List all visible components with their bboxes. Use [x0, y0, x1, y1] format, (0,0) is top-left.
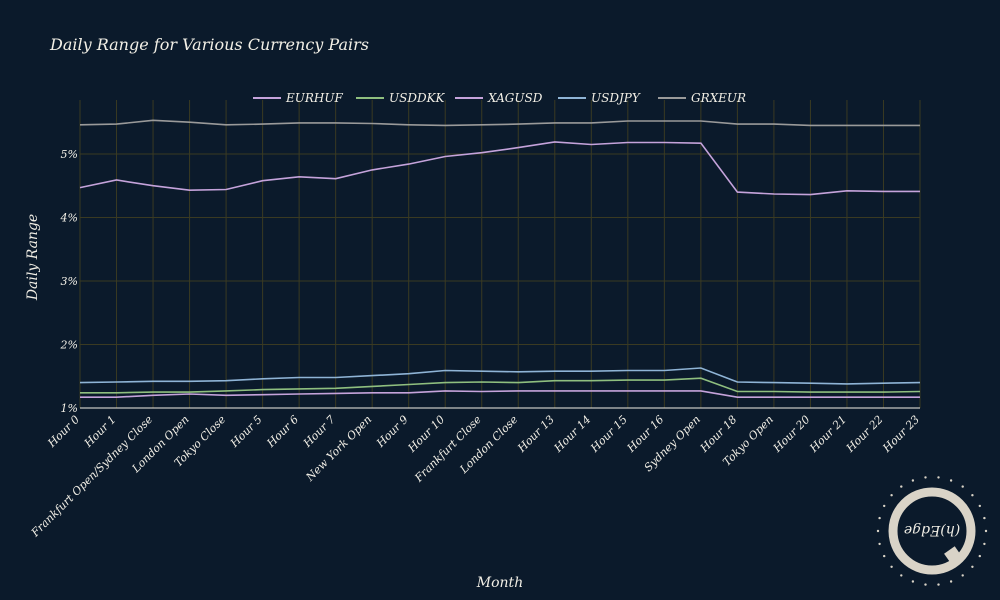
logo-dot	[978, 554, 981, 558]
y-axis-title: Daily Range	[25, 214, 41, 301]
logo-tail	[944, 546, 963, 566]
logo-dot	[900, 574, 903, 577]
logo-dot	[983, 516, 986, 520]
y-tick-label: 3%	[61, 275, 78, 288]
logo-dot	[961, 485, 964, 488]
grid	[79, 100, 921, 409]
logo-dot	[961, 574, 964, 577]
legend-label: EURHUF	[285, 91, 343, 105]
series-lines	[79, 119, 921, 399]
y-tick-label: 1%	[61, 402, 78, 415]
logo-dot	[949, 479, 953, 482]
x-tick-label: New York Open	[303, 413, 374, 484]
logo-dot	[984, 529, 988, 533]
x-tick-label: Hour 22	[843, 413, 885, 455]
x-tick-label: Hour 5	[227, 413, 265, 451]
legend-label: USDJPY	[591, 91, 641, 105]
x-tick-label: Hour 21	[807, 413, 849, 455]
legend-label: XAGUSD	[487, 91, 543, 105]
logo-dot	[883, 554, 886, 558]
legend-item-usddkk[interactable]: USDDKK	[356, 91, 446, 105]
legend-item-xagusd[interactable]: XAGUSD	[455, 91, 543, 105]
logo-dot	[978, 504, 981, 508]
logo-dot	[924, 476, 927, 479]
logo-dot	[983, 542, 986, 546]
logo-dot	[937, 476, 940, 479]
x-tick-label: Hour 13	[514, 413, 556, 455]
legend-label: GRXEUR	[691, 91, 746, 105]
logo-dot	[937, 583, 940, 586]
logo-dot	[878, 542, 881, 546]
logo-dot	[878, 516, 881, 520]
series-line-usddkk	[80, 377, 921, 394]
logo-dot	[883, 504, 886, 508]
legend-item-usdjpy[interactable]: USDJPY	[558, 91, 641, 105]
x-tick-label: Hour 20	[770, 413, 812, 455]
y-tick-label: 5%	[61, 148, 78, 161]
logo-dot	[911, 580, 915, 583]
logo-dot	[971, 565, 974, 568]
series-line-grxeur	[79, 119, 920, 127]
x-tick-label: Hour 15	[587, 413, 629, 455]
x-tick-label: Hour 14	[551, 413, 593, 455]
x-tick-label: Hour 6	[264, 413, 302, 451]
x-tick-label: Hour 0	[45, 413, 83, 451]
series-line-usdjpy	[79, 367, 921, 385]
chart-title: Daily Range for Various Currency Pairs	[49, 35, 369, 54]
y-tick-label: 2%	[60, 338, 78, 351]
logo-ring	[888, 487, 976, 575]
y-tick-label: 4%	[60, 211, 78, 224]
legend: EURHUF USDDKK XAGUSD USDJPY GRXEUR	[253, 91, 746, 105]
logo-dot	[900, 485, 903, 488]
logo-dot	[924, 583, 927, 586]
logo-dots	[876, 476, 988, 586]
legend-item-eurhuf[interactable]: EURHUF	[253, 91, 343, 105]
logo-dot	[890, 565, 893, 568]
legend-label: USDDKK	[389, 91, 446, 105]
logo-dot	[876, 529, 880, 533]
x-axis-title: Month	[476, 575, 523, 591]
logo-dot	[890, 494, 893, 497]
series-line-eurhuf	[80, 390, 920, 399]
logo-dot	[971, 494, 974, 497]
logo-dot	[911, 479, 915, 482]
logo: (h)Edge	[876, 476, 988, 586]
logo-text: (h)Edge	[904, 522, 960, 538]
x-tick-label: Frankfurt Close	[412, 413, 485, 486]
x-tick-label: Hour 23	[880, 413, 922, 455]
logo-dot	[949, 580, 953, 583]
series-line-xagusd	[79, 141, 920, 196]
legend-item-grxeur[interactable]: GRXEUR	[658, 91, 746, 105]
